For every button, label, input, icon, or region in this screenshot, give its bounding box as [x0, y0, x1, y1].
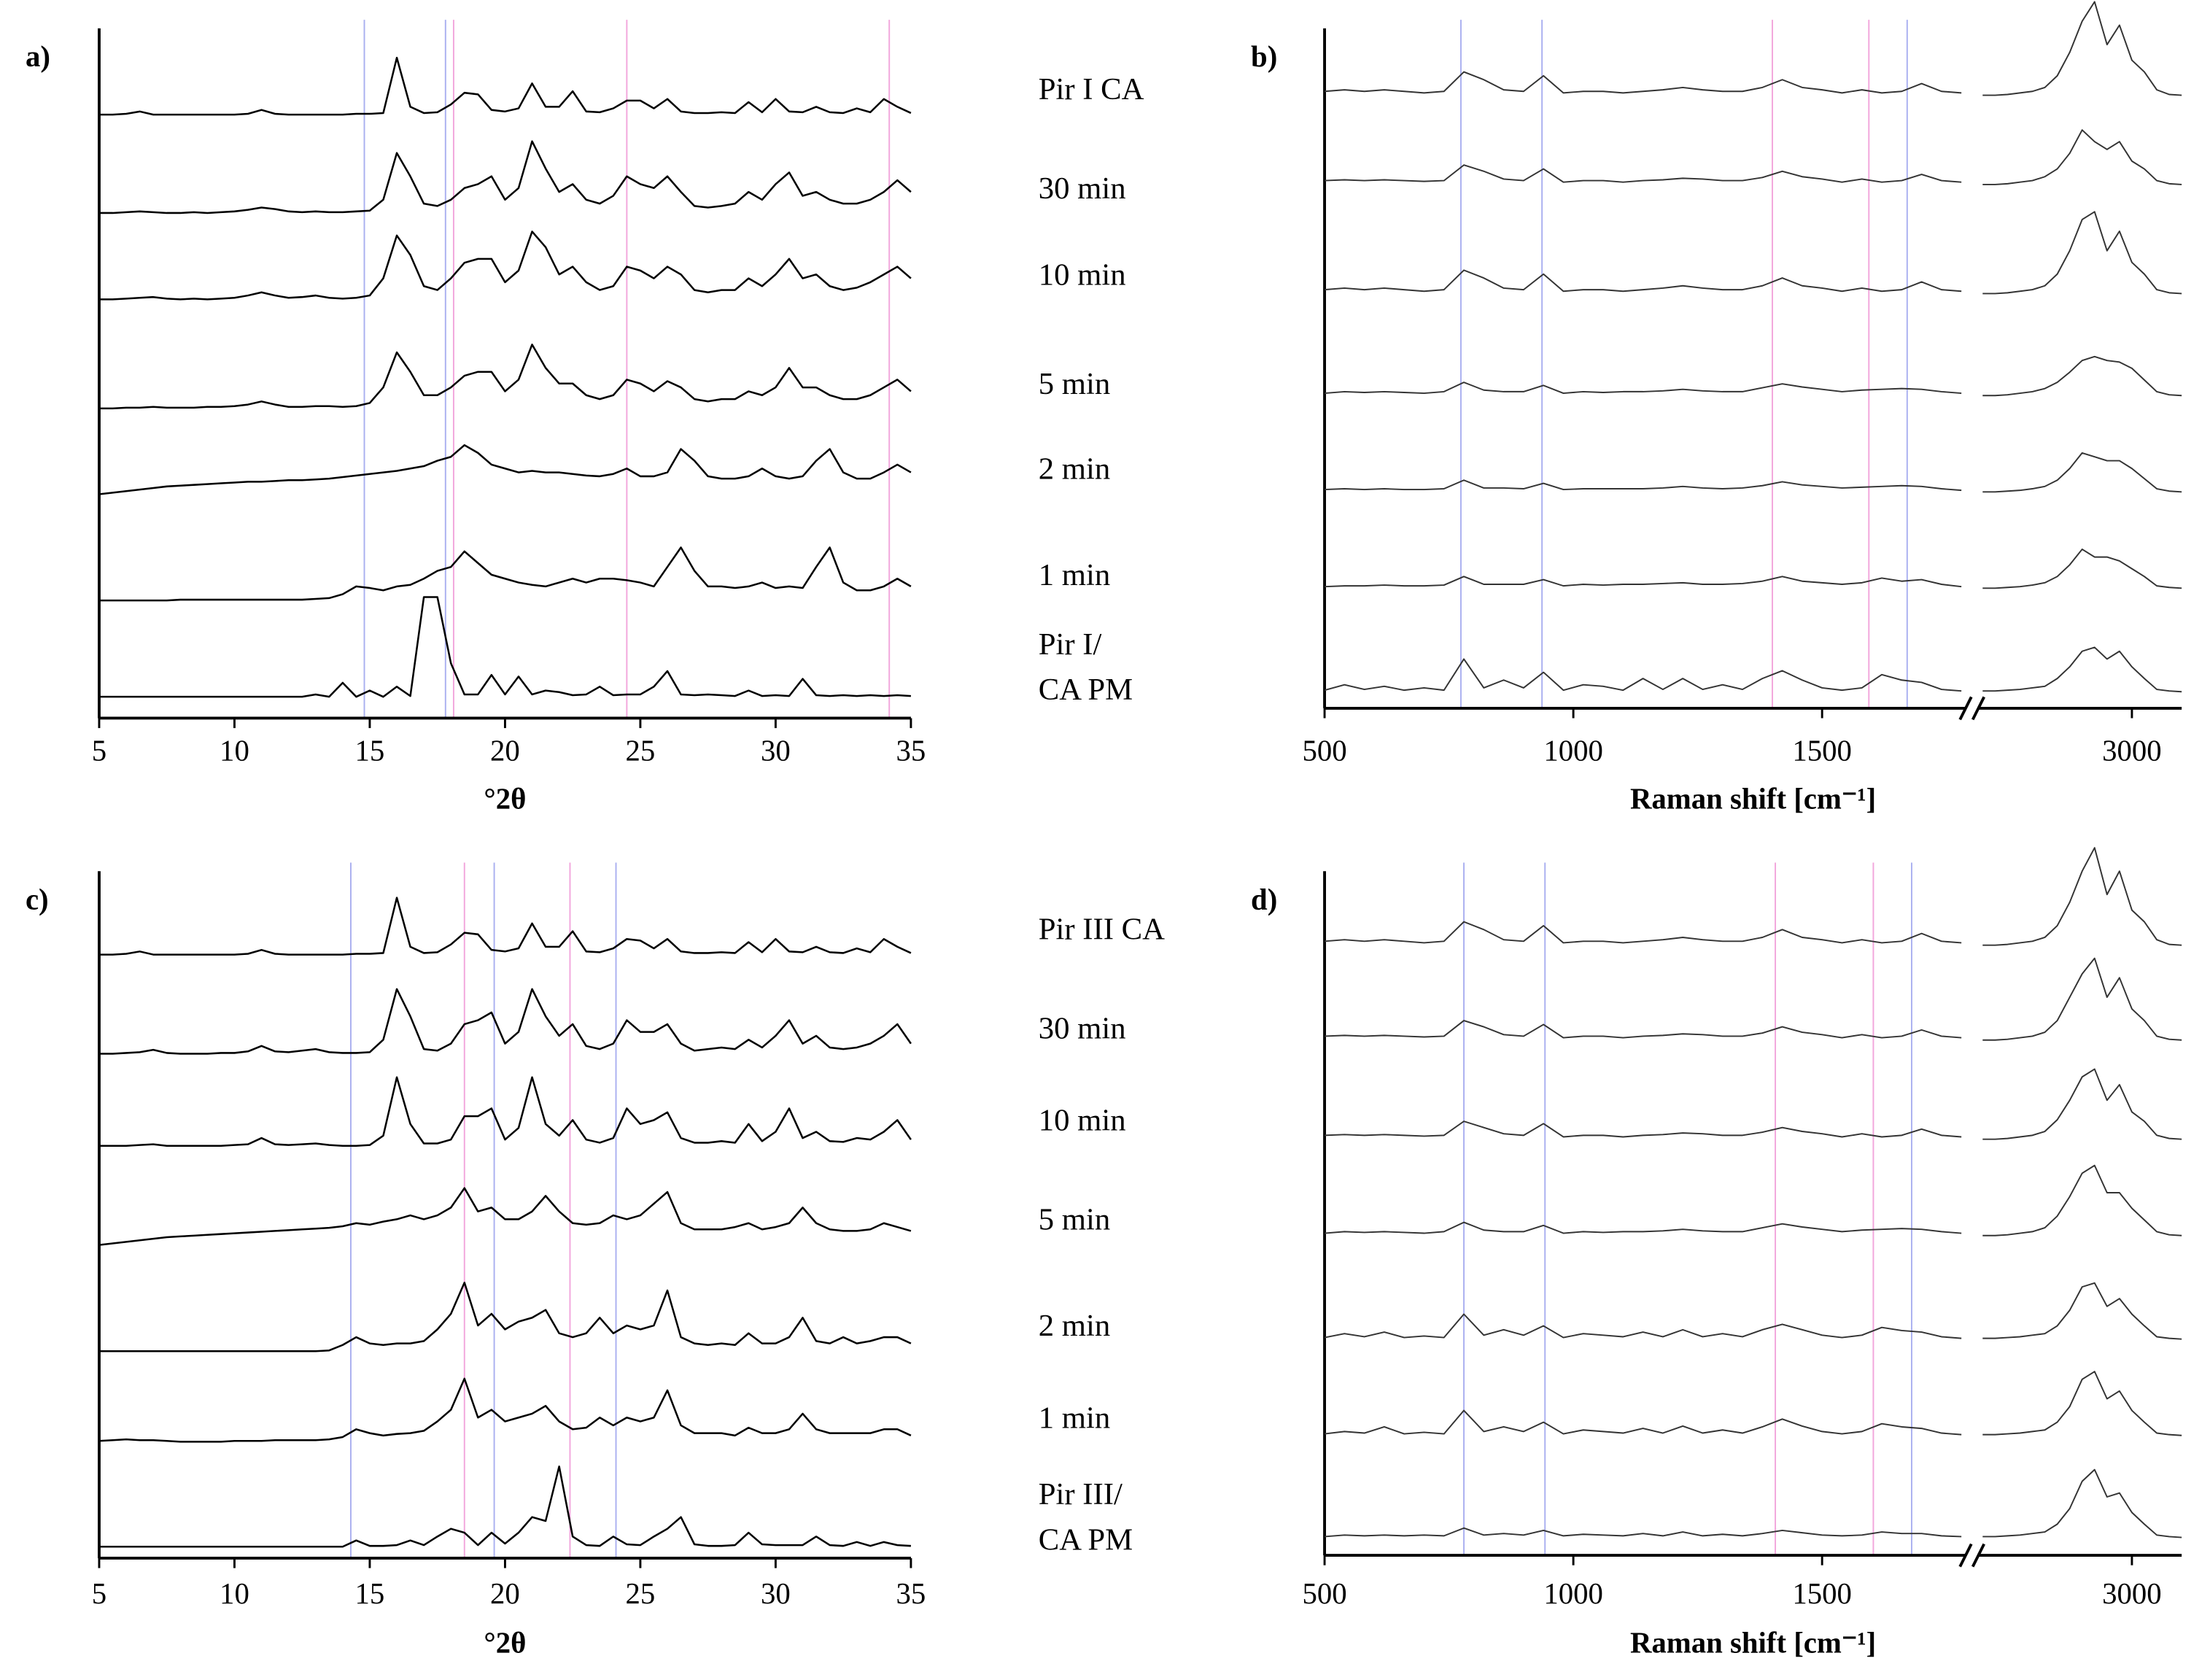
x-tick-label: 10	[220, 734, 249, 767]
x-tick-label: 1000	[1543, 1577, 1603, 1610]
spectrum	[98, 344, 912, 410]
spectrum	[98, 1187, 912, 1246]
spectrum	[98, 444, 912, 495]
axis-break	[1958, 1543, 1973, 1568]
x-axis-title: Raman shift [cm⁻¹]	[1630, 1627, 1876, 1660]
series-label: 5 min	[1038, 365, 1111, 401]
x-tick-label: 5	[92, 1577, 106, 1610]
panel-label: c)	[26, 883, 49, 916]
spectrum	[1324, 1282, 2182, 1340]
spectrum	[1324, 1468, 2182, 1538]
series-label: 30 min	[1038, 170, 1126, 206]
x-tick-label: 25	[626, 734, 656, 767]
spectrum	[98, 897, 912, 956]
spectrum	[98, 546, 912, 602]
panel-label: d)	[1251, 883, 1277, 916]
x-axis-title: °2θ	[484, 782, 526, 815]
spectrum	[1324, 211, 2182, 295]
series-label: Pir III/ CA PM	[1038, 1476, 1133, 1557]
x-tick-label: 35	[896, 1577, 926, 1610]
x-tick-label: 5	[92, 734, 106, 767]
spectrum	[1325, 1068, 2182, 1140]
x-tick-label: 3000	[2102, 1577, 2162, 1610]
spectrum	[1325, 452, 2182, 493]
series-label: 2 min	[1038, 1307, 1111, 1343]
spectrum	[98, 140, 912, 214]
x-tick-label: 25	[626, 1577, 656, 1610]
series-label: 5 min	[1038, 1201, 1111, 1237]
spectrum	[98, 1282, 912, 1352]
series-label: 30 min	[1038, 1010, 1126, 1046]
spectrum	[98, 1377, 912, 1443]
spectrum	[1325, 129, 2182, 185]
axis-break	[1971, 696, 1985, 721]
x-tick-label: 35	[896, 734, 926, 767]
spectrum	[1324, 646, 2182, 693]
x-tick-label: 1500	[1792, 1577, 1852, 1610]
spectrum	[98, 988, 912, 1055]
x-tick-label: 30	[761, 734, 791, 767]
panel-label: a)	[26, 40, 50, 73]
spectrum	[1324, 1, 2182, 96]
series-label: 1 min	[1038, 1399, 1111, 1436]
series-label: 2 min	[1038, 450, 1111, 487]
spectrum	[1324, 1371, 2182, 1436]
x-tick-label: 20	[490, 1577, 520, 1610]
x-tick-label: 20	[490, 734, 520, 767]
series-label: 10 min	[1038, 256, 1126, 293]
series-label: 10 min	[1038, 1102, 1126, 1138]
x-tick-label: 3000	[2102, 734, 2162, 767]
series-label: Pir III CA	[1038, 910, 1165, 947]
x-axis-title: Raman shift [cm⁻¹]	[1630, 782, 1876, 815]
axis-break	[1971, 1543, 1985, 1568]
series-label: 1 min	[1038, 557, 1111, 592]
spectrum	[1325, 957, 2182, 1041]
spectrum	[98, 1076, 912, 1147]
x-tick-label: 30	[761, 1577, 791, 1610]
spectrum	[98, 231, 912, 301]
spectrum	[1325, 548, 2182, 589]
x-tick-label: 1000	[1543, 734, 1603, 767]
spectrum	[98, 56, 912, 116]
spectrum	[1324, 355, 2182, 397]
panel-label: b)	[1251, 40, 1277, 73]
series-label: Pir I/ CA PM	[1038, 626, 1133, 707]
spectrum	[1324, 1164, 2182, 1236]
spectrum	[1324, 847, 2182, 946]
x-tick-label: 15	[355, 734, 385, 767]
x-tick-label: 1500	[1792, 734, 1852, 767]
x-tick-label: 15	[355, 1577, 385, 1610]
x-tick-label: 500	[1302, 1577, 1346, 1610]
x-tick-label: 10	[220, 1577, 249, 1610]
spectrum	[98, 1465, 911, 1548]
x-axis-title: °2θ	[484, 1627, 526, 1660]
spectrum	[98, 596, 911, 698]
x-tick-label: 500	[1302, 734, 1346, 767]
axis-break	[1958, 696, 1973, 721]
series-label: Pir I CA	[1038, 71, 1144, 107]
